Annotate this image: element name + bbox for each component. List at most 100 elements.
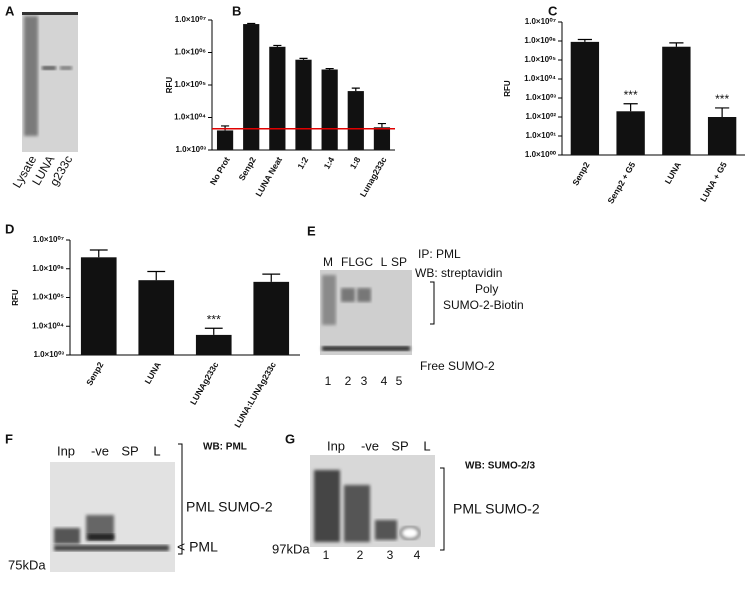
panel-letter: A	[5, 3, 15, 18]
y-tick-label: 1.0×10⁰⁵	[174, 80, 206, 89]
x-tick-label: LUNA	[142, 360, 162, 385]
y-tick-label: 1.0×10⁰⁷	[175, 15, 206, 24]
y-tick-label: 1.0×10⁰⁶	[32, 264, 64, 273]
x-tick-label: LUNA Neat	[253, 155, 284, 198]
note: Poly	[475, 282, 498, 296]
note: PML SUMO-2	[186, 499, 273, 515]
bar	[347, 91, 364, 150]
bar	[195, 334, 232, 355]
note: WB: streptavidin	[415, 266, 502, 280]
x-tick-label: Senp2	[84, 360, 106, 387]
y-tick-label: 1.0×10⁰⁵	[32, 293, 64, 302]
note: WB: SUMO-2/3	[465, 461, 535, 472]
panel-letter: D	[5, 221, 14, 236]
lane-number: 4	[414, 548, 421, 562]
bar	[321, 69, 338, 150]
note: Free SUMO-2	[420, 359, 495, 373]
panel-letter: B	[232, 3, 241, 18]
significance: ***	[207, 312, 221, 326]
x-tick-label: LUNA:LUNAg233c	[232, 360, 278, 429]
lane-number: 3	[387, 548, 394, 562]
error-bar	[577, 38, 592, 42]
gel-e	[320, 270, 435, 355]
lane-label: M	[323, 255, 333, 269]
y-axis-label: RFU	[503, 80, 512, 97]
bar	[80, 257, 117, 355]
x-tick-label: No Prot	[208, 155, 232, 187]
error-bar	[715, 107, 730, 117]
bar	[269, 46, 286, 150]
x-tick-label: LUNA + G5	[698, 160, 729, 204]
x-tick-label: Senp2	[236, 155, 258, 182]
lane-label: -ve	[361, 438, 379, 453]
bar	[243, 24, 260, 150]
bar	[662, 46, 691, 155]
lane-label: SP	[391, 255, 407, 269]
y-tick-label: 1.0×10⁰³	[175, 145, 206, 154]
note: 75kDa	[8, 557, 46, 572]
x-tick-label: 1:2	[295, 155, 310, 171]
lane-label: Inp	[327, 438, 345, 453]
lane-number: 4	[381, 374, 388, 388]
lane-number: 1	[323, 548, 330, 562]
bar	[373, 127, 391, 150]
y-tick-label: 1.0×10⁰⁴	[524, 74, 556, 83]
lane-number: 5	[396, 374, 403, 388]
error-bar	[299, 57, 308, 60]
lane-label: L	[153, 443, 160, 458]
bar	[570, 41, 600, 155]
error-bar	[325, 67, 334, 70]
y-tick-label: 1.0×10⁰⁴	[174, 113, 206, 122]
lane-label: L	[381, 255, 388, 269]
error-bar	[262, 273, 281, 282]
error-bar	[669, 42, 684, 47]
note: PML SUMO-2	[453, 501, 540, 517]
panel-letter: G	[285, 431, 295, 446]
error-bar	[273, 44, 282, 47]
y-axis-label: RFU	[165, 77, 174, 94]
y-tick-label: 1.0×10⁰¹	[525, 131, 556, 140]
error-bar	[147, 270, 166, 281]
lane-label: L	[423, 438, 430, 453]
panel-letter: F	[5, 431, 13, 446]
lane-label: Inp	[57, 443, 75, 458]
y-tick-label: 1.0×10⁰⁶	[174, 48, 206, 57]
bar	[253, 281, 290, 355]
significance: ***	[624, 88, 638, 102]
note: WB: PML	[203, 442, 247, 453]
lane-label: GC	[355, 255, 373, 269]
error-bar	[247, 22, 256, 25]
error-bar	[351, 87, 360, 92]
x-tick-label: Lunag233c	[358, 155, 389, 199]
x-tick-label: LUNAg233c	[188, 360, 221, 407]
lane-label: FL	[341, 255, 355, 269]
bar	[138, 280, 175, 355]
lane-label: SP	[391, 438, 408, 453]
y-tick-label: 1.0×10⁰⁴	[32, 321, 64, 330]
lane-number: 2	[345, 374, 352, 388]
note: SUMO-2-Biotin	[443, 298, 524, 312]
note: IP: PML	[418, 247, 461, 261]
y-tick-label: 1.0×10⁰³	[525, 93, 556, 102]
y-axis-label: RFU	[11, 289, 20, 306]
y-tick-label: 1.0×10⁰⁷	[33, 235, 64, 244]
y-tick-label: 1.0×10⁰²	[525, 112, 556, 121]
y-tick-label: 1.0×10⁰⁷	[525, 17, 556, 26]
lane-label: -ve	[91, 443, 109, 458]
gel-g	[310, 455, 445, 551]
lane-label: SP	[121, 443, 138, 458]
bar	[295, 59, 312, 150]
panel-letter: E	[307, 223, 316, 238]
y-tick-label: 1.0×10⁰³	[33, 350, 64, 359]
gel-a	[22, 12, 78, 152]
x-tick-label: 1:4	[322, 155, 337, 171]
lane-number: 3	[361, 374, 368, 388]
gel-f	[50, 443, 183, 572]
panel-letter: C	[548, 3, 558, 18]
note: < PML	[177, 539, 218, 555]
x-tick-label: Senp2	[570, 160, 592, 187]
error-bar	[204, 327, 223, 335]
bar	[216, 130, 234, 150]
y-tick-label: 1.0×10⁰⁰	[525, 150, 557, 159]
error-bar	[377, 122, 386, 128]
